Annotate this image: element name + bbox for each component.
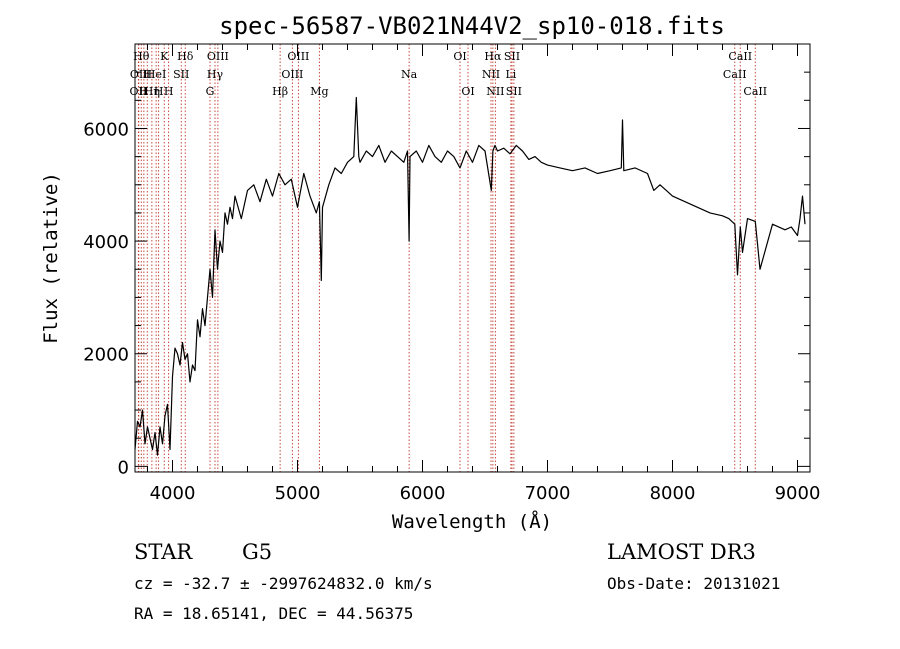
line-marker-label: CaII [723, 68, 747, 81]
line-marker-label: OIII [207, 50, 229, 63]
line-marker-label: Mg [310, 85, 328, 98]
line-marker-label: NII [486, 85, 504, 98]
redshift-info: cz = -32.7 ± -2997624832.0 km/s [134, 574, 433, 593]
observation-date: Obs-Date: 20131021 [607, 574, 781, 593]
x-tick-label: 6000 [400, 483, 446, 504]
axis-tick-labels: 4000 5000 6000 7000 8000 9000 0 2000 4000 6000 [83, 119, 820, 504]
line-marker-label: SII [506, 85, 522, 98]
y-tick-label: 2000 [83, 345, 129, 366]
line-marker-label: Hβ [272, 85, 288, 98]
line-marker-label: Hδ [177, 50, 194, 63]
survey-name: LAMOST DR3 [607, 540, 756, 564]
object-subclass: G5 [242, 540, 273, 564]
line-marker-label: H [142, 68, 152, 81]
plot-frame [134, 43, 811, 473]
line-marker-label: NII [482, 68, 500, 81]
line-marker-label: Hγ [207, 68, 224, 81]
x-tick-label: 9000 [775, 483, 821, 504]
spectrum-line [134, 96, 806, 456]
x-axis-label: Wavelength (Å) [392, 510, 552, 533]
line-marker-label: OIII [281, 68, 303, 81]
line-marker-label: Li [505, 68, 516, 81]
emission-line-labels: OIIOIIHθHHHηHeIHKHSIIHδGHγOIIIHβOIIIOIII… [130, 50, 768, 98]
x-tick-label: 4000 [150, 483, 196, 504]
x-tick-label: 8000 [650, 483, 696, 504]
line-marker-label: Hα [484, 50, 502, 63]
chart-title: spec-56587-VB021N44V2_sp10-018.fits [219, 12, 725, 40]
line-marker-label: SII [173, 68, 189, 81]
line-marker-label: OI [453, 50, 466, 63]
line-marker-label: Na [401, 68, 418, 81]
line-marker-label: OII [130, 85, 148, 98]
line-marker-label: OIII [287, 50, 309, 63]
x-tick-label: 7000 [525, 483, 571, 504]
line-marker-label: H [164, 85, 174, 98]
line-marker-label: CaII [743, 85, 767, 98]
line-marker-label: K [160, 50, 169, 63]
line-marker-label: OII [130, 68, 148, 81]
y-tick-label: 6000 [83, 119, 129, 140]
line-marker-label: G [206, 85, 215, 98]
line-marker-label: SII [504, 50, 520, 63]
line-marker-label: Hθ [133, 50, 150, 63]
line-marker-label: Hη [144, 85, 160, 98]
line-marker-label: H [139, 85, 149, 98]
emission-line-markers [137, 44, 756, 472]
object-class: STAR [134, 540, 193, 564]
line-marker-label: OI [461, 85, 474, 98]
axis-ticks [135, 43, 810, 472]
x-tick-label: 5000 [275, 483, 321, 504]
line-marker-label: CaII [728, 50, 752, 63]
line-marker-label: HeI [146, 68, 166, 81]
line-marker-label: H [154, 85, 164, 98]
y-tick-label: 0 [118, 457, 129, 478]
coordinates: RA = 18.65141, DEC = 44.56375 [134, 604, 414, 623]
y-axis-label: Flux (relative) [40, 172, 62, 344]
y-tick-label: 4000 [83, 232, 129, 253]
